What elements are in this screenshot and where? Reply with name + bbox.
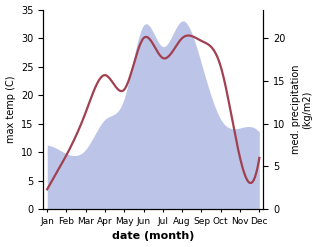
Y-axis label: med. precipitation
(kg/m2): med. precipitation (kg/m2) bbox=[291, 65, 313, 154]
X-axis label: date (month): date (month) bbox=[112, 231, 194, 242]
Y-axis label: max temp (C): max temp (C) bbox=[5, 76, 16, 143]
